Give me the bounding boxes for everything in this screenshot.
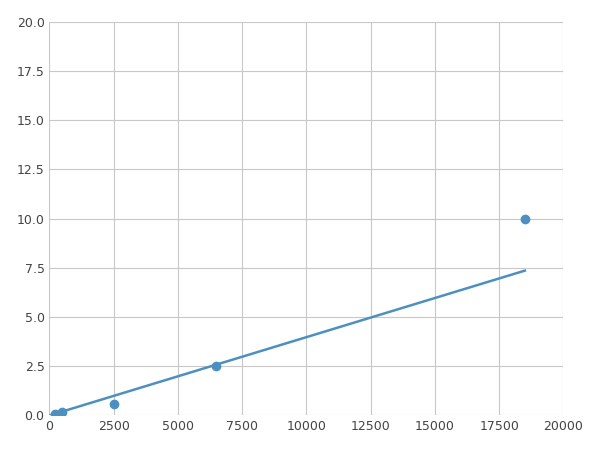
Point <box>50 410 59 417</box>
Point <box>109 400 118 407</box>
Point <box>58 408 67 415</box>
Point <box>520 215 530 222</box>
Point <box>212 363 221 370</box>
